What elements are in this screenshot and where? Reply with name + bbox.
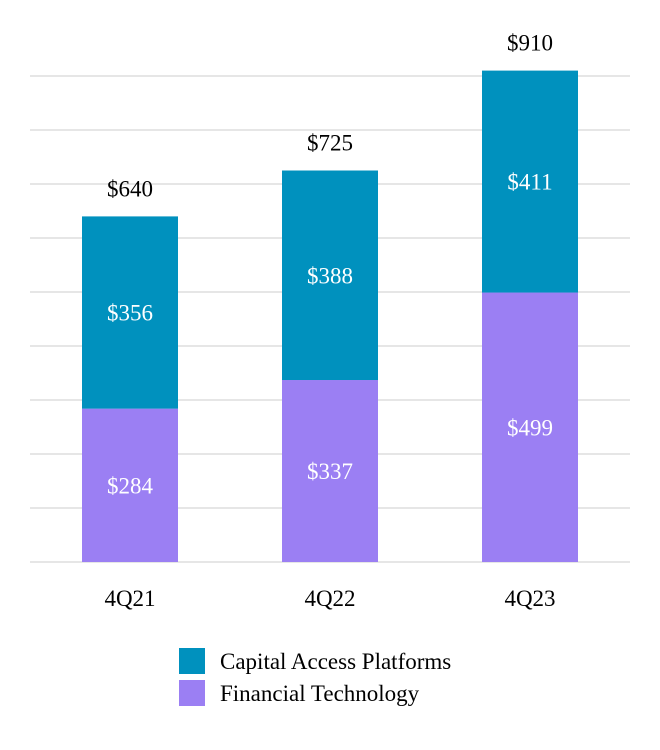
bar-value-label: $499 [507,415,553,440]
legend-label: Financial Technology [220,681,420,706]
bar-segment [82,408,178,562]
bar-value-label: $284 [107,473,154,498]
bar-value-label: $388 [307,263,353,288]
legend-label: Capital Access Platforms [220,649,451,674]
bar-segment [482,70,578,293]
bar-segment [482,292,578,562]
bar-segment [282,170,378,381]
x-tick-label: 4Q23 [504,586,555,611]
total-label: $725 [307,131,353,156]
total-label: $910 [507,31,553,56]
total-label: $640 [107,176,153,201]
bar-segment [82,216,178,409]
x-tick-label: 4Q21 [104,586,155,611]
bar-value-label: $356 [107,301,153,326]
legend-swatch [179,648,205,674]
legend-swatch [179,680,205,706]
bar-segment [282,380,378,562]
bar-value-label: $337 [307,459,353,484]
bar-value-label: $411 [507,170,552,195]
x-tick-label: 4Q22 [304,586,355,611]
